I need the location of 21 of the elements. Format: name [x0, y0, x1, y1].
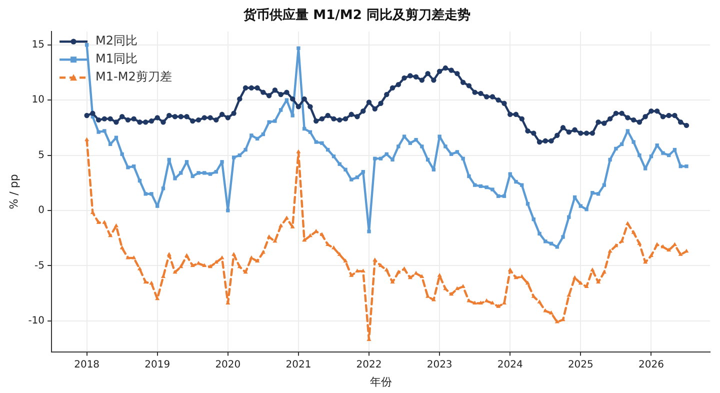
- x-tick-label: 2021: [286, 359, 312, 370]
- x-tick-label: 2020: [215, 359, 241, 370]
- y-tick-label: 5: [38, 150, 45, 161]
- legend-label: M1同比: [96, 52, 138, 66]
- x-axis-title: 年份: [370, 375, 392, 388]
- legend-label: M1-M2剪刀差: [96, 70, 172, 84]
- chart-title: 货币供应量 M1/M2 同比及剪刀差走势: [242, 7, 470, 24]
- y-axis-title: % / pp: [7, 174, 20, 210]
- y-tick-label: 10: [32, 94, 45, 106]
- x-tick-label: 2018: [74, 359, 100, 370]
- y-tick-label: -10: [28, 315, 45, 326]
- legend-label: M2同比: [96, 34, 138, 48]
- x-tick-label: 2022: [356, 359, 382, 370]
- x-tick-label: 2024: [497, 359, 523, 370]
- x-tick-label: 2023: [426, 359, 452, 370]
- x-tick-label: 2025: [568, 359, 594, 370]
- y-tick-label: -5: [34, 260, 45, 272]
- y-tick-label: 0: [38, 205, 45, 216]
- y-tick-label: 15: [32, 39, 45, 50]
- x-tick-label: 2019: [144, 359, 170, 370]
- x-tick-label: 2026: [638, 359, 664, 370]
